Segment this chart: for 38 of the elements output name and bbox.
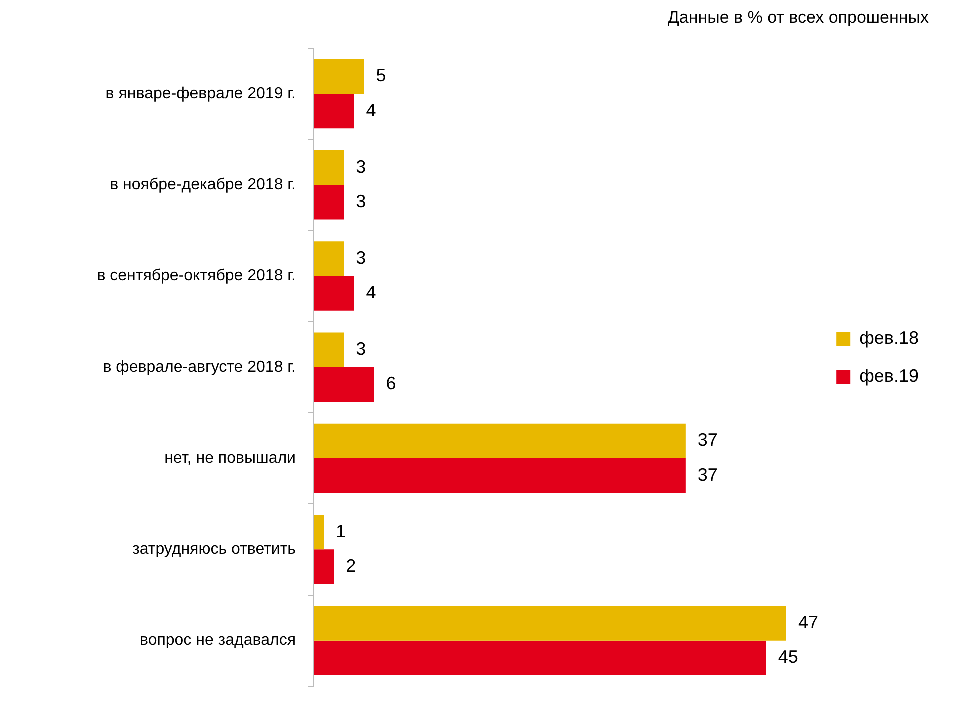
- chart-subtitle: Данные в % от всех опрошенных: [668, 8, 930, 27]
- bar: [314, 276, 354, 311]
- data-label: 3: [356, 156, 366, 177]
- bar: [314, 606, 786, 641]
- bar: [314, 458, 686, 494]
- data-label: 3: [356, 191, 366, 212]
- legend-label: фев.19: [860, 366, 919, 386]
- data-label: 1: [336, 521, 346, 542]
- bar: [314, 242, 344, 276]
- data-label: 4: [366, 282, 376, 303]
- y-tick-label: в сентябре-октябре 2018 г.: [97, 268, 296, 285]
- data-label: 4: [366, 100, 376, 120]
- bar: [314, 332, 344, 368]
- data-label: 37: [698, 430, 718, 450]
- data-label: 5: [376, 66, 386, 86]
- bar: [314, 59, 364, 94]
- data-label: 2: [346, 556, 356, 576]
- data-label: 6: [386, 374, 396, 394]
- data-label: 3: [356, 248, 366, 268]
- y-tick-label: вопрос не задавался: [140, 632, 296, 650]
- bar: [314, 367, 374, 402]
- bar: [314, 640, 766, 676]
- data-label: 3: [356, 339, 366, 360]
- y-tick-label: нет, не повышали: [164, 450, 296, 467]
- data-label: 37: [698, 464, 718, 485]
- y-tick-label: в ноябре-декабре 2018 г.: [110, 176, 296, 194]
- legend-label: фев.18: [860, 328, 919, 348]
- data-label: 47: [798, 612, 818, 632]
- bar: [314, 424, 686, 459]
- bar: [314, 94, 354, 129]
- bar: [314, 550, 334, 584]
- data-label: 45: [778, 647, 798, 668]
- y-tick-label: в январе-феврале 2019 г.: [106, 85, 296, 102]
- y-tick-label: затрудняюсь ответить: [132, 541, 296, 558]
- bar: [314, 515, 324, 550]
- y-tick-label: в феврале-августе 2018 г.: [103, 358, 296, 376]
- bar: [314, 185, 344, 220]
- bar: [314, 150, 344, 186]
